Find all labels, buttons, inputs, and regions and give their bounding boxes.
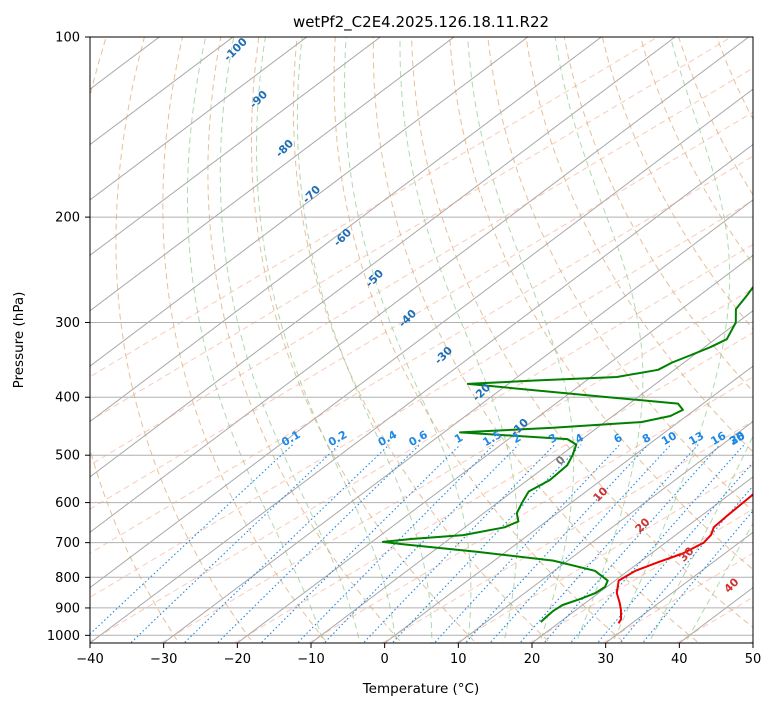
isotherm [90,37,308,201]
isotherm [90,37,529,367]
dry-adiabat [333,37,626,643]
background-lines [90,37,753,643]
dry-adiabat [90,37,180,643]
y-tick-label: 700 [55,536,80,551]
dry-adiabat [525,37,753,453]
isotherm [90,37,676,478]
dry-adiabat [115,37,254,643]
chart-title: wetPf2_C2E4.2025.126.18.11.R22 [293,13,549,32]
dry-adiabat [162,37,329,643]
mixing-ratio-line [433,444,621,643]
x-tick-label: 10 [450,652,467,667]
x-tick-label: 50 [745,652,762,667]
y-tick-label: 500 [55,449,80,464]
mixing-ratio-line [596,461,753,643]
isotherm [90,37,455,312]
moist-adiabat [467,37,575,643]
isotherm [310,310,753,643]
isotherm [90,37,234,146]
isotherm [236,254,753,643]
y-tick-label: 300 [55,316,80,331]
x-tick-label: −30 [150,652,177,667]
mixing-ratio-line [216,444,421,643]
theta-e-line [90,111,753,510]
moist-adiabat [219,37,361,643]
dry-adiabat [563,37,753,393]
x-axis: −40 −30 −20 −10 0 10 20 30 40 50 [76,643,761,667]
isotherm [162,199,753,643]
mixing-ratio-line [464,444,649,643]
moist-adiabat [611,37,731,643]
sounding-profiles [381,285,753,624]
moist-adiabat [648,434,753,643]
x-tick-label: 40 [671,652,688,667]
mixing-ratio-line [183,444,390,643]
isotherm [90,37,382,256]
y-tick-label: 800 [55,571,80,586]
isotherm [531,476,753,643]
y-tick-label: 400 [55,391,80,406]
mixing-ratio-line [362,444,556,643]
moist-adiabat [343,37,472,643]
x-tick-label: −10 [297,652,324,667]
isotherm [90,88,753,589]
y-axis-label: Pressure (hPa) [11,292,27,389]
isotherm [383,365,753,643]
mixing-ratio-line [90,444,294,635]
isotherm [604,531,753,643]
dry-adiabat [601,37,753,330]
y-tick-label: 900 [55,601,80,616]
y-tick-label: 600 [55,496,80,511]
mixing-ratio-line [543,444,721,643]
moist-adiabat [554,37,644,643]
plot-frame [89,36,754,644]
x-tick-label: 30 [597,652,614,667]
mixing-ratio-line [619,485,753,643]
theta-e-line [233,332,753,643]
dry-adiabat [292,37,552,643]
x-tick-label: −40 [76,652,103,667]
isotherm [90,143,753,643]
theta-e-line [90,199,753,598]
mixing-ratio-line [569,444,745,643]
x-tick-label: 0 [381,652,389,667]
mixing-ratio-line [260,444,461,643]
temperature-profile [615,493,753,624]
y-tick-label: 100 [55,31,80,46]
x-tick-label: −20 [224,652,251,667]
theta-e-line [675,596,753,643]
y-tick-label: 1000 [47,629,80,644]
isotherm [90,37,750,533]
theta-e-line [454,464,753,643]
mixing-ratio-line [391,444,582,643]
y-axis: 100 200 300 400 500 600 700 800 900 1000 [47,31,90,644]
theta-e-line [160,288,753,643]
mixing-ratio-line [519,444,699,643]
mixing-ratio-line [489,444,672,643]
dry-adiabat [487,37,753,512]
dewpoint-profile [381,285,753,623]
theta-e-line [528,508,753,643]
dry-adiabat [449,37,753,571]
theta-e-line [307,376,753,643]
moist-adiabat [684,522,753,643]
dry-adiabat [250,37,477,643]
isotherm [457,420,753,643]
y-tick-label: 200 [55,211,80,226]
isotherm [90,37,603,423]
x-tick-label: 20 [524,652,541,667]
theta-e-line [381,420,753,643]
theta-e-line [602,552,753,643]
x-axis-label: Temperature (°C) [362,681,480,697]
theta-e-line [90,155,753,554]
